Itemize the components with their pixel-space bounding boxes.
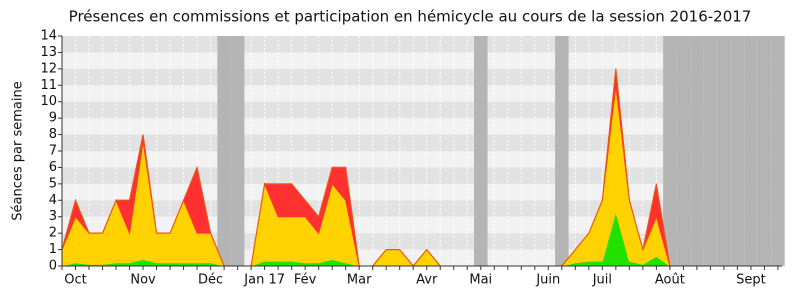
vacation-band xyxy=(730,36,745,266)
y-tick-label: 9 xyxy=(49,111,57,126)
x-tick-label: Mar xyxy=(347,273,372,288)
vacation-band xyxy=(676,36,691,266)
vacation-band xyxy=(717,36,731,266)
x-tick-label: Fév xyxy=(294,273,317,288)
vacation-band xyxy=(474,36,488,266)
x-tick-label: Août xyxy=(655,273,685,288)
y-tick-label: 8 xyxy=(49,127,57,142)
vacation-band xyxy=(771,36,785,266)
vacation-band xyxy=(230,36,245,266)
y-tick-label: 5 xyxy=(49,176,57,191)
x-tick-label: Déc xyxy=(198,273,223,288)
x-tick-label: Nov xyxy=(130,273,156,288)
y-axis-label: Séances par semaine xyxy=(11,81,26,220)
vacation-band xyxy=(663,36,677,266)
y-tick-label: 13 xyxy=(40,45,57,60)
vacation-band xyxy=(690,36,704,266)
vacation-band xyxy=(744,36,758,266)
y-tick-label: 6 xyxy=(49,160,57,175)
x-tick-label: Juil xyxy=(592,273,612,288)
x-tick-label: Sept xyxy=(736,273,766,288)
x-tick-label: Mai xyxy=(469,273,492,288)
vacation-band xyxy=(555,36,569,266)
vacation-band xyxy=(703,36,718,266)
y-tick-label: 14 xyxy=(40,29,57,44)
y-tick-label: 0 xyxy=(49,259,57,274)
y-tick-label: 7 xyxy=(49,144,57,159)
x-tick-label: Jan 17 xyxy=(243,273,285,288)
y-tick-label: 4 xyxy=(49,193,57,208)
y-tick-label: 10 xyxy=(40,94,57,109)
y-tick-label: 12 xyxy=(40,61,57,76)
vacation-band xyxy=(217,36,231,266)
x-tick-label: Juin xyxy=(535,273,560,288)
total-outline xyxy=(61,68,778,267)
y-tick-label: 1 xyxy=(49,242,57,257)
y-tick-label: 2 xyxy=(49,226,57,241)
x-tick-label: Avr xyxy=(416,273,438,288)
y-tick-label: 3 xyxy=(49,209,57,224)
x-tick-label: Oct xyxy=(64,273,86,288)
chart-title: Présences en commissions et participatio… xyxy=(69,8,752,26)
y-tick-label: 11 xyxy=(40,78,57,93)
vacation-band xyxy=(757,36,772,266)
